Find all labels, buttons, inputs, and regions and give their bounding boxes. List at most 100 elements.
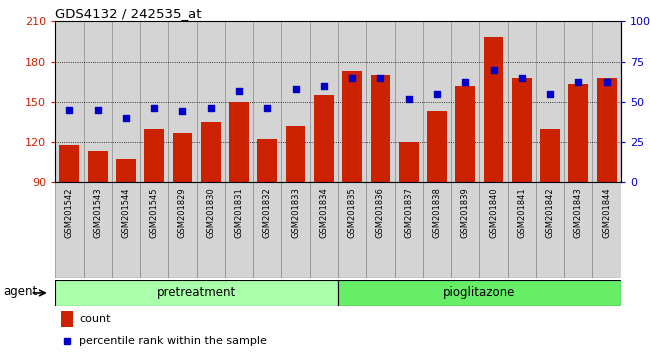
Bar: [456, 86, 475, 182]
Bar: [427, 111, 447, 182]
Bar: [140, 182, 168, 278]
Bar: [196, 182, 225, 278]
Bar: [229, 102, 249, 182]
Bar: [140, 21, 168, 182]
Bar: [564, 21, 593, 182]
Bar: [201, 122, 220, 182]
Text: GSM201545: GSM201545: [150, 187, 159, 238]
Bar: [370, 75, 390, 182]
Bar: [536, 21, 564, 182]
Bar: [173, 133, 192, 182]
Bar: [281, 21, 310, 182]
Point: [460, 80, 471, 85]
Text: GSM201542: GSM201542: [65, 187, 74, 238]
Text: GSM201835: GSM201835: [348, 187, 357, 238]
Bar: [286, 126, 306, 182]
Bar: [310, 182, 338, 278]
Point: [262, 105, 272, 111]
Bar: [112, 21, 140, 182]
Point: [432, 91, 442, 97]
Text: count: count: [79, 314, 110, 324]
Bar: [88, 152, 107, 182]
Bar: [593, 21, 621, 182]
Text: GSM201843: GSM201843: [574, 187, 583, 238]
Text: GSM201837: GSM201837: [404, 187, 413, 238]
Bar: [83, 182, 112, 278]
Text: GSM201840: GSM201840: [489, 187, 498, 238]
Bar: [196, 21, 225, 182]
Bar: [480, 21, 508, 182]
Bar: [422, 21, 451, 182]
Text: pretreatment: pretreatment: [157, 286, 236, 299]
Text: GDS4132 / 242535_at: GDS4132 / 242535_at: [55, 7, 201, 20]
Text: GSM201844: GSM201844: [602, 187, 611, 238]
Point: [488, 67, 499, 73]
Bar: [343, 71, 362, 182]
Bar: [540, 129, 560, 182]
Bar: [512, 78, 532, 182]
Bar: [395, 21, 423, 182]
Bar: [399, 142, 419, 182]
Point: [291, 86, 301, 92]
Point: [64, 107, 75, 113]
Bar: [112, 182, 140, 278]
Bar: [451, 182, 480, 278]
Bar: [116, 160, 136, 182]
Bar: [55, 280, 338, 306]
Bar: [597, 78, 616, 182]
Point: [149, 105, 159, 111]
Point: [177, 109, 188, 114]
Point: [545, 91, 555, 97]
Bar: [367, 182, 395, 278]
Point: [234, 88, 244, 93]
Text: GSM201544: GSM201544: [122, 187, 131, 238]
Text: GSM201543: GSM201543: [93, 187, 102, 238]
Point: [121, 115, 131, 121]
Point: [601, 80, 612, 85]
Text: GSM201831: GSM201831: [235, 187, 244, 238]
Text: GSM201838: GSM201838: [432, 187, 441, 238]
Text: GSM201839: GSM201839: [461, 187, 470, 238]
Text: GSM201832: GSM201832: [263, 187, 272, 238]
Point: [375, 75, 385, 80]
Bar: [83, 21, 112, 182]
Bar: [338, 280, 621, 306]
Bar: [480, 182, 508, 278]
Bar: [55, 182, 83, 278]
Bar: [225, 21, 254, 182]
Text: GSM201833: GSM201833: [291, 187, 300, 238]
Bar: [314, 95, 333, 182]
Text: GSM201830: GSM201830: [206, 187, 215, 238]
Bar: [55, 21, 83, 182]
Point: [347, 75, 358, 80]
Bar: [168, 182, 197, 278]
Bar: [257, 139, 277, 182]
Text: agent: agent: [3, 285, 37, 298]
Bar: [168, 21, 197, 182]
Bar: [281, 182, 310, 278]
Text: GSM201842: GSM201842: [545, 187, 554, 238]
Text: percentile rank within the sample: percentile rank within the sample: [79, 336, 267, 346]
Bar: [367, 21, 395, 182]
Point: [517, 75, 527, 80]
Bar: [254, 182, 281, 278]
Text: pioglitazone: pioglitazone: [443, 286, 515, 299]
Bar: [338, 21, 367, 182]
Bar: [508, 182, 536, 278]
Bar: [593, 182, 621, 278]
Text: GSM201829: GSM201829: [178, 187, 187, 238]
Bar: [254, 21, 281, 182]
Bar: [422, 182, 451, 278]
Bar: [395, 182, 423, 278]
Bar: [536, 182, 564, 278]
Bar: [310, 21, 338, 182]
Bar: [60, 145, 79, 182]
Bar: [451, 21, 480, 182]
Bar: [225, 182, 254, 278]
Point: [318, 83, 329, 88]
Bar: [564, 182, 593, 278]
Point: [92, 107, 103, 113]
Text: GSM201834: GSM201834: [319, 187, 328, 238]
Bar: [61, 311, 73, 327]
Point: [404, 96, 414, 101]
